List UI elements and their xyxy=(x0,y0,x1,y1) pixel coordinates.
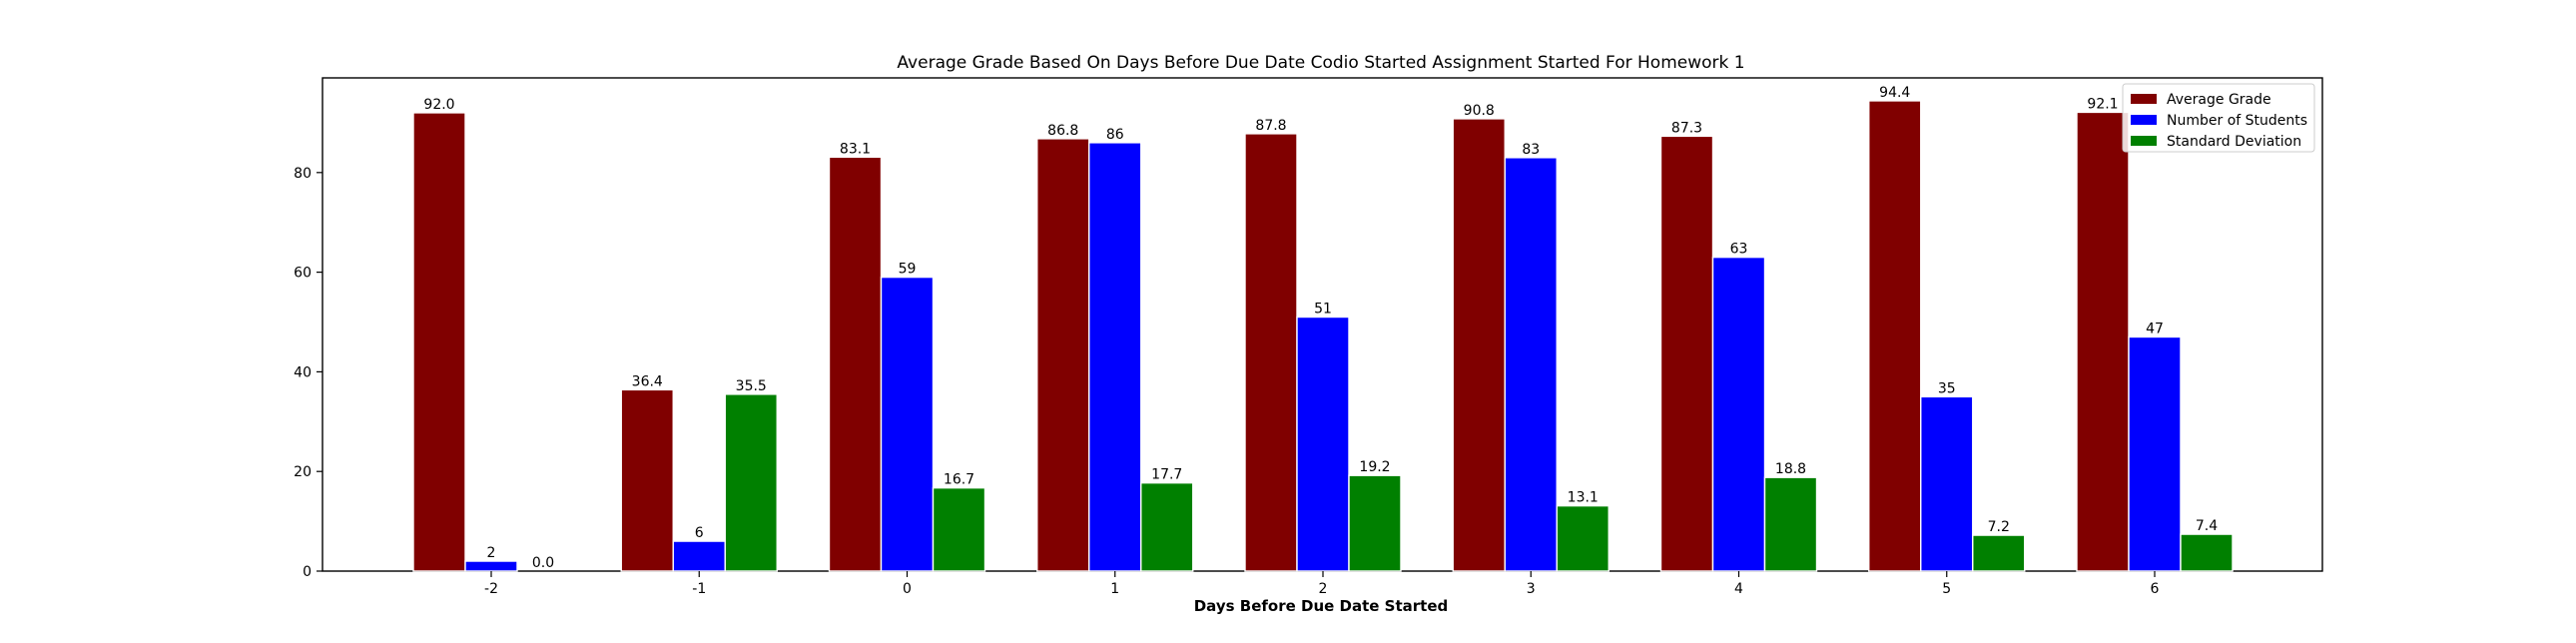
bars-layer xyxy=(412,100,2234,572)
bar-value-label: 0.0 xyxy=(532,555,554,571)
bar xyxy=(464,560,518,572)
legend-label: Standard Deviation xyxy=(2167,134,2301,150)
bar xyxy=(1763,476,1818,572)
bar xyxy=(672,540,726,572)
y-tick-label: 40 xyxy=(294,364,312,380)
bar-value-label: 90.8 xyxy=(1464,103,1495,119)
bar-value-label: 51 xyxy=(1314,302,1332,318)
x-tick-label: -1 xyxy=(692,581,706,597)
y-tick-label: 20 xyxy=(294,464,312,480)
bar xyxy=(1452,118,1506,572)
bar xyxy=(1868,100,1922,572)
bar xyxy=(828,156,883,572)
x-tick-label: 2 xyxy=(1319,581,1328,597)
bar xyxy=(2076,111,2130,572)
bar-value-label: 59 xyxy=(899,262,917,278)
bar-value-label: 35 xyxy=(1938,380,1956,396)
bar-value-label: 36.4 xyxy=(632,373,663,389)
bar xyxy=(1036,138,1090,572)
x-tick-label: 4 xyxy=(1734,581,1743,597)
x-tick-label: -2 xyxy=(484,581,498,597)
bar xyxy=(620,388,674,572)
x-axis: -2 -1 0 1 2 3 4 5 6 xyxy=(484,571,2160,597)
bar-value-label: 94.4 xyxy=(1879,85,1910,101)
bar-value-label: 35.5 xyxy=(736,378,767,394)
bar-value-label: 16.7 xyxy=(944,472,974,488)
legend: Average Grade Number of Students Standard … xyxy=(2122,83,2315,153)
legend-swatch xyxy=(2131,136,2157,146)
bar-value-label: 2 xyxy=(487,545,496,561)
y-tick-label: 60 xyxy=(294,266,312,282)
legend-box xyxy=(2122,83,2315,153)
x-tick-label: 6 xyxy=(2151,581,2160,597)
y-tick-label: 0 xyxy=(303,564,312,580)
legend-swatch xyxy=(2131,94,2157,104)
bar xyxy=(1348,474,1402,572)
bar xyxy=(1972,534,2026,572)
bar-value-label: 92.0 xyxy=(423,97,454,113)
x-tick-label: 1 xyxy=(1110,581,1119,597)
bar xyxy=(724,393,778,572)
bar-value-label: 92.1 xyxy=(2087,96,2118,112)
bar xyxy=(1504,157,1558,572)
bar-value-label: 18.8 xyxy=(1775,461,1806,477)
legend-swatch xyxy=(2131,115,2157,125)
chart-title: Average Grade Based On Days Before Due D… xyxy=(897,53,1744,73)
bar xyxy=(2180,533,2234,572)
bar-value-label: 86.8 xyxy=(1047,123,1078,139)
x-axis-label: Days Before Due Date Started xyxy=(1194,597,1449,615)
bar xyxy=(1296,316,1350,572)
x-tick-label: 5 xyxy=(1942,581,1951,597)
bar xyxy=(1659,135,1714,572)
bar-value-label: 19.2 xyxy=(1359,459,1390,475)
bar-value-label: 87.3 xyxy=(1671,120,1702,136)
bar xyxy=(1244,133,1298,572)
bar-value-label: 87.8 xyxy=(1255,118,1286,134)
bar-value-label: 13.1 xyxy=(1568,490,1599,506)
bar xyxy=(932,486,986,572)
bar-value-label: 6 xyxy=(695,525,704,541)
bar xyxy=(1556,504,1610,572)
bar xyxy=(1711,256,1766,572)
bar xyxy=(2128,335,2182,572)
bar xyxy=(1088,142,1142,572)
bar-value-label: 83 xyxy=(1522,142,1540,158)
bar xyxy=(1140,481,1194,572)
bar-value-label: 47 xyxy=(2146,321,2164,336)
bar-value-label: 17.7 xyxy=(1151,467,1182,483)
bar xyxy=(412,112,466,572)
bar-value-label: 7.4 xyxy=(2196,518,2218,534)
bar xyxy=(1920,395,1974,572)
bar-value-label: 86 xyxy=(1106,127,1124,143)
legend-label: Number of Students xyxy=(2167,113,2307,129)
x-tick-label: 0 xyxy=(903,581,912,597)
bar-value-label: 7.2 xyxy=(1988,519,2010,535)
legend-label: Average Grade xyxy=(2167,92,2271,108)
bar xyxy=(880,276,935,572)
y-axis: 0 20 40 60 80 xyxy=(294,166,322,580)
x-tick-label: 3 xyxy=(1527,581,1536,597)
bar-value-label: 83.1 xyxy=(840,141,871,157)
bar-value-labels: 92.0 2 0.0 36.4 6 35.5 83.1 59 16.7 86.8 86 17.7 87.… xyxy=(423,85,2218,571)
bar-value-label: 63 xyxy=(1730,242,1748,258)
y-tick-label: 80 xyxy=(294,166,312,182)
